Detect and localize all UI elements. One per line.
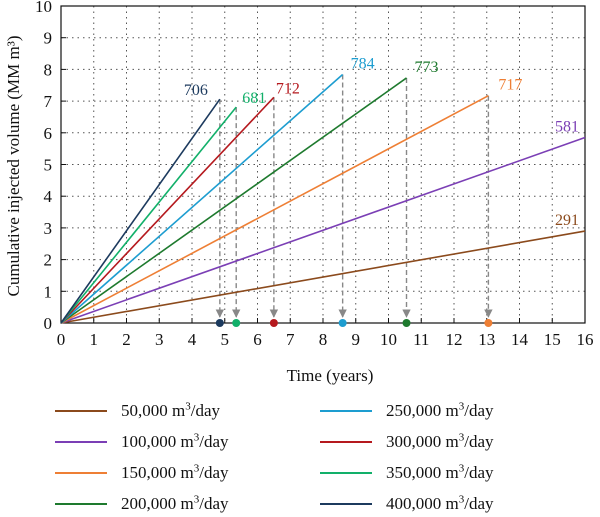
time-axis-marker — [269, 319, 278, 327]
legend-swatch — [320, 472, 372, 474]
y-tick-label: 3 — [44, 219, 53, 238]
legend-swatch — [320, 503, 372, 505]
x-tick-label: 8 — [319, 330, 328, 349]
x-tick-label: 10 — [380, 330, 397, 349]
y-tick-label: 8 — [44, 60, 53, 79]
x-tick-label: 7 — [286, 330, 295, 349]
y-tick-label: 4 — [44, 187, 53, 206]
series-line — [60, 77, 407, 324]
x-tick-label: 15 — [544, 330, 561, 349]
series-line — [60, 136, 586, 324]
legend-label: 400,000 m3/day — [386, 493, 494, 513]
end-value-label: 706 — [184, 82, 208, 99]
x-tick-label: 13 — [478, 330, 495, 349]
time-axis-marker — [484, 319, 493, 327]
end-value-label: 773 — [415, 59, 439, 76]
legend-label: 150,000 m3/day — [121, 462, 229, 482]
legend-item: 300,000 m3/day — [320, 429, 575, 455]
series-line — [60, 98, 221, 324]
x-tick-label: 16 — [577, 330, 594, 349]
legend-label: 100,000 m3/day — [121, 431, 229, 451]
legend-item: 50,000 m3/day — [55, 398, 320, 424]
x-tick-label: 12 — [446, 330, 463, 349]
legend-swatch — [320, 410, 372, 412]
x-tick-label: 6 — [253, 330, 262, 349]
x-tick-label: 14 — [511, 330, 529, 349]
time-axis-marker — [215, 319, 224, 327]
drop-lines — [215, 74, 493, 318]
y-tick-label: 10 — [35, 0, 52, 16]
end-value-label: 717 — [498, 77, 522, 94]
x-tick-label: 2 — [122, 330, 131, 349]
x-tick-label: 9 — [352, 330, 361, 349]
y-tick-label: 0 — [44, 314, 53, 333]
series-line — [60, 73, 344, 324]
series-line — [60, 230, 586, 324]
end-value-label: 681 — [242, 90, 266, 107]
legend-swatch — [55, 503, 107, 505]
x-tick-label: 5 — [221, 330, 230, 349]
legend: 50,000 m3/day 250,000 m3/day 100,000 m3/da… — [55, 398, 575, 517]
legend-item: 250,000 m3/day — [320, 398, 575, 424]
axis-markers — [215, 319, 493, 327]
grid — [61, 6, 585, 323]
y-axis-title: Cumulative injected volume (MM m³) — [4, 36, 23, 297]
y-tick-label: 9 — [44, 29, 53, 48]
legend-label: 50,000 m3/day — [121, 400, 221, 420]
legend-swatch — [55, 410, 107, 412]
series-line — [60, 106, 237, 324]
series-line — [60, 96, 275, 324]
legend-label: 250,000 m3/day — [386, 400, 494, 420]
y-tick-label: 6 — [44, 124, 53, 143]
x-tick-label: 1 — [90, 330, 99, 349]
legend-swatch — [55, 472, 107, 474]
legend-item: 200,000 m3/day — [55, 491, 320, 517]
time-axis-marker — [402, 319, 411, 327]
x-tick-label: 0 — [57, 330, 66, 349]
y-tick-label: 5 — [44, 156, 53, 175]
x-tick-label: 4 — [188, 330, 197, 349]
time-axis-marker — [232, 319, 241, 327]
time-axis-marker — [338, 319, 347, 327]
x-tick-label: 11 — [413, 330, 429, 349]
plot-border — [60, 5, 586, 324]
legend-swatch — [320, 441, 372, 443]
y-tick-label: 7 — [44, 92, 53, 111]
legend-label: 350,000 m3/day — [386, 462, 494, 482]
end-value-label: 291 — [555, 212, 579, 229]
y-tick-label: 2 — [44, 251, 53, 270]
end-value-label: 581 — [555, 119, 579, 136]
end-value-label: 784 — [351, 55, 375, 72]
legend-label: 300,000 m3/day — [386, 431, 494, 451]
y-tick-label: 1 — [44, 282, 53, 301]
x-axis-title: Time (years) — [287, 366, 374, 385]
x-tick-label: 3 — [155, 330, 164, 349]
series-line — [60, 95, 489, 324]
legend-item: 400,000 m3/day — [320, 491, 575, 517]
legend-swatch — [55, 441, 107, 443]
legend-item: 150,000 m3/day — [55, 460, 320, 486]
end-labels: 291 581 717 773 784 712 681 706 — [184, 55, 579, 229]
end-value-label: 712 — [276, 80, 300, 97]
series-lines — [60, 73, 586, 324]
legend-item: 350,000 m3/day — [320, 460, 575, 486]
plot-frame — [60, 5, 586, 324]
legend-label: 200,000 m3/day — [121, 493, 229, 513]
legend-item: 100,000 m3/day — [55, 429, 320, 455]
